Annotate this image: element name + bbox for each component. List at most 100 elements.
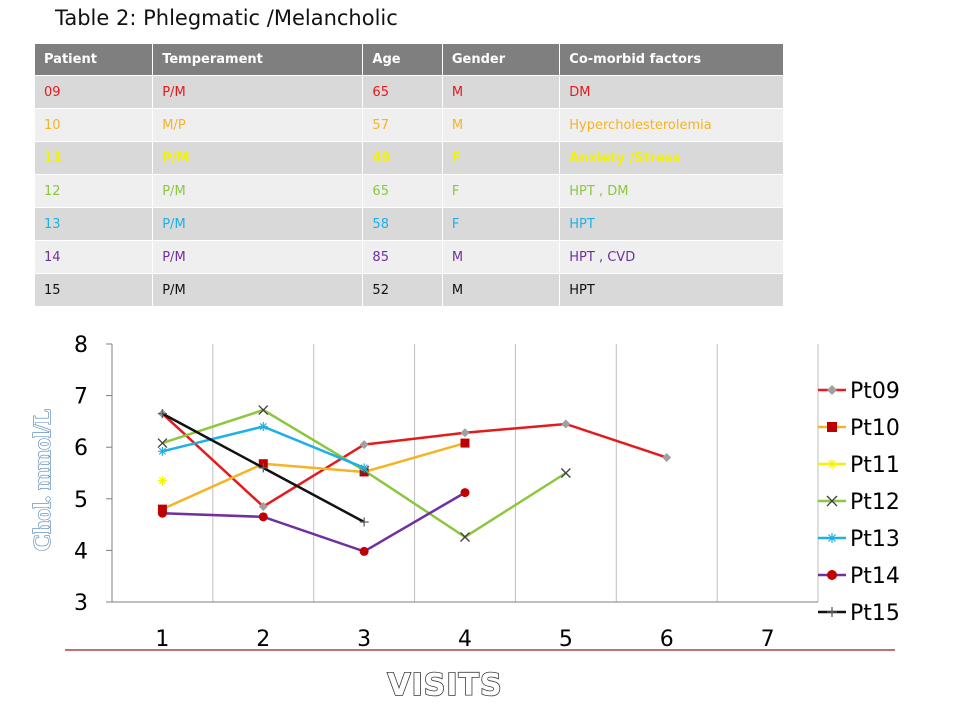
table-cell: 65 bbox=[362, 174, 443, 208]
data-point bbox=[359, 546, 369, 556]
legend-label: Pt12 bbox=[850, 490, 900, 515]
data-point bbox=[258, 512, 268, 522]
y-tick-label: 6 bbox=[74, 436, 88, 461]
column-header: Patient bbox=[33, 43, 154, 76]
slide-title: Table 2: Phlegmatic /Melancholic bbox=[55, 6, 398, 30]
data-point bbox=[157, 508, 167, 518]
x-tick-label: 4 bbox=[458, 627, 472, 652]
table-cell: P/M bbox=[152, 273, 364, 307]
series-pt15 bbox=[157, 409, 369, 527]
table-cell: 14 bbox=[33, 240, 154, 274]
data-point bbox=[827, 422, 837, 432]
table-cell: M bbox=[441, 108, 561, 142]
table-cell: M bbox=[441, 273, 561, 307]
data-point bbox=[561, 419, 571, 429]
table-cell: M/P bbox=[152, 108, 364, 142]
data-point bbox=[157, 446, 167, 456]
column-header: Temperament bbox=[152, 43, 364, 76]
table-cell: 49 bbox=[362, 141, 443, 175]
x-tick-label: 3 bbox=[357, 627, 371, 652]
series-pt13 bbox=[157, 422, 369, 473]
table-cell: Hypercholesterolemia bbox=[559, 108, 784, 142]
series-line bbox=[161, 441, 466, 511]
legend-item-pt10: Pt10 bbox=[818, 416, 900, 441]
data-point bbox=[460, 438, 470, 448]
data-point bbox=[258, 422, 268, 432]
table-cell: HPT bbox=[559, 207, 784, 241]
table-row: 09 P/M 65 M DM bbox=[33, 75, 784, 109]
data-point bbox=[827, 533, 837, 543]
series-line bbox=[162, 491, 466, 553]
x-tick-label: 7 bbox=[761, 627, 775, 652]
data-point bbox=[359, 517, 369, 527]
table-cell: M bbox=[441, 75, 561, 109]
table-cell: 52 bbox=[362, 273, 443, 307]
data-point bbox=[827, 385, 837, 395]
data-point bbox=[460, 428, 470, 438]
data-point bbox=[359, 463, 369, 473]
legend-item-pt13: Pt13 bbox=[818, 527, 900, 552]
table-cell: 57 bbox=[362, 108, 443, 142]
table-row: 13 P/M 58 F HPT bbox=[33, 207, 784, 241]
table-cell: 12 bbox=[33, 174, 154, 208]
series-pt14 bbox=[157, 488, 470, 556]
data-point bbox=[460, 488, 470, 498]
table-cell: 11 bbox=[33, 141, 154, 175]
legend-label: Pt11 bbox=[850, 453, 900, 478]
y-tick-label: 7 bbox=[74, 385, 88, 410]
table-header-row: Patient Temperament Age Gender Co-morbid fac… bbox=[33, 43, 784, 76]
data-point bbox=[359, 440, 369, 450]
table-cell: 58 bbox=[362, 207, 443, 241]
table-cell: P/M bbox=[152, 75, 364, 109]
legend-item-pt11: Pt11 bbox=[818, 453, 900, 478]
table-cell: Anxiety /Stress bbox=[559, 141, 784, 175]
table-cell: HPT , DM bbox=[559, 174, 784, 208]
x-axis-label: VISITS bbox=[387, 668, 502, 703]
series-pt11 bbox=[157, 476, 167, 486]
x-tick-label: 2 bbox=[256, 627, 270, 652]
table-row: 10 M/P 57 M Hypercholesterolemia bbox=[33, 108, 784, 142]
table-cell: F bbox=[441, 141, 561, 175]
legend-item-pt12: Pt12 bbox=[818, 490, 900, 515]
column-header: Age bbox=[362, 43, 443, 76]
y-tick-label: 5 bbox=[74, 488, 88, 513]
table-cell: 10 bbox=[33, 108, 154, 142]
table-cell: M bbox=[441, 240, 561, 274]
y-tick-label: 8 bbox=[74, 333, 88, 358]
table-cell: P/M bbox=[152, 174, 364, 208]
table-cell: F bbox=[441, 174, 561, 208]
legend-item-pt15: Pt15 bbox=[818, 601, 900, 626]
data-point bbox=[560, 468, 571, 478]
data-point bbox=[827, 459, 837, 469]
data-point bbox=[157, 438, 168, 449]
table-row: 12 P/M 65 F HPT , DM bbox=[33, 174, 784, 208]
table-cell: HPT bbox=[559, 273, 784, 307]
data-point bbox=[826, 495, 838, 507]
table-cell: P/M bbox=[152, 141, 364, 175]
legend-item-pt09: Pt09 bbox=[818, 379, 900, 404]
table-cell: P/M bbox=[152, 207, 364, 241]
legend-label: Pt10 bbox=[850, 416, 900, 441]
table-row: 14 P/M 85 M HPT , CVD bbox=[33, 240, 784, 274]
x-tick-label: 1 bbox=[155, 627, 169, 652]
y-tick-label: 3 bbox=[74, 591, 88, 616]
legend-label: Pt09 bbox=[850, 379, 900, 404]
column-header: Gender bbox=[441, 43, 561, 76]
data-point bbox=[258, 502, 268, 512]
data-point bbox=[827, 607, 837, 617]
data-point bbox=[258, 405, 269, 416]
data-point bbox=[258, 463, 268, 473]
table-cell: DM bbox=[559, 75, 784, 109]
legend-item-pt14: Pt14 bbox=[818, 564, 900, 589]
y-axis-label: Chol. mmol/L bbox=[30, 409, 56, 552]
table-cell: 15 bbox=[33, 273, 154, 307]
x-tick-label: 5 bbox=[559, 627, 573, 652]
data-point bbox=[157, 409, 167, 419]
data-point bbox=[662, 453, 672, 463]
legend-label: Pt14 bbox=[850, 564, 900, 589]
table-cell: 09 bbox=[33, 75, 154, 109]
table-cell: F bbox=[441, 207, 561, 241]
table-cell: 65 bbox=[362, 75, 443, 109]
legend-label: Pt15 bbox=[850, 601, 900, 626]
table-row: 11 P/M 49 F Anxiety /Stress bbox=[33, 141, 784, 175]
